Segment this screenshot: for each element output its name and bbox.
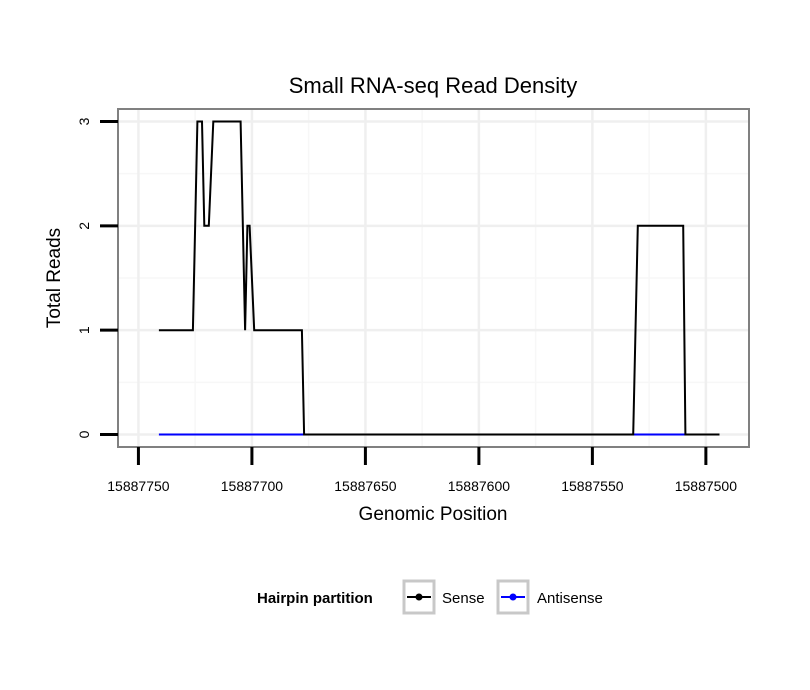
y-tick-label: 1 xyxy=(76,326,92,334)
x-tick-label: 15887650 xyxy=(334,478,397,494)
y-axis: 0 1 2 3 xyxy=(76,117,118,438)
legend: Hairpin partition Sense Antisense xyxy=(257,579,603,615)
chart-title: Small RNA-seq Read Density xyxy=(289,73,578,98)
x-axis: 15887750 15887700 15887650 15887600 15887550… xyxy=(107,447,737,494)
series-line-sense xyxy=(158,120,720,436)
y-tick-label: 2 xyxy=(76,222,92,230)
legend-dot-antisense xyxy=(509,593,517,601)
x-tick-label: 15887750 xyxy=(107,478,170,494)
x-tick-label: 15887500 xyxy=(675,478,738,494)
plot-border xyxy=(117,108,750,448)
grid-minor xyxy=(118,109,749,447)
y-tick-label: 3 xyxy=(76,117,92,125)
y-axis-label: Total Reads xyxy=(44,228,65,328)
legend-item-antisense: Antisense xyxy=(496,579,603,615)
series-layer xyxy=(158,120,720,436)
legend-item-sense: Sense xyxy=(402,579,485,615)
x-tick-label: 15887600 xyxy=(448,478,511,494)
y-tick-label: 0 xyxy=(76,430,92,438)
x-axis-label: Genomic Position xyxy=(359,504,508,525)
legend-title: Hairpin partition xyxy=(257,590,373,607)
x-tick-label: 15887550 xyxy=(561,478,624,494)
legend-label-antisense: Antisense xyxy=(537,590,603,607)
x-tick-label: 15887700 xyxy=(221,478,284,494)
legend-label-sense: Sense xyxy=(442,590,485,607)
legend-dot-sense xyxy=(415,593,423,601)
